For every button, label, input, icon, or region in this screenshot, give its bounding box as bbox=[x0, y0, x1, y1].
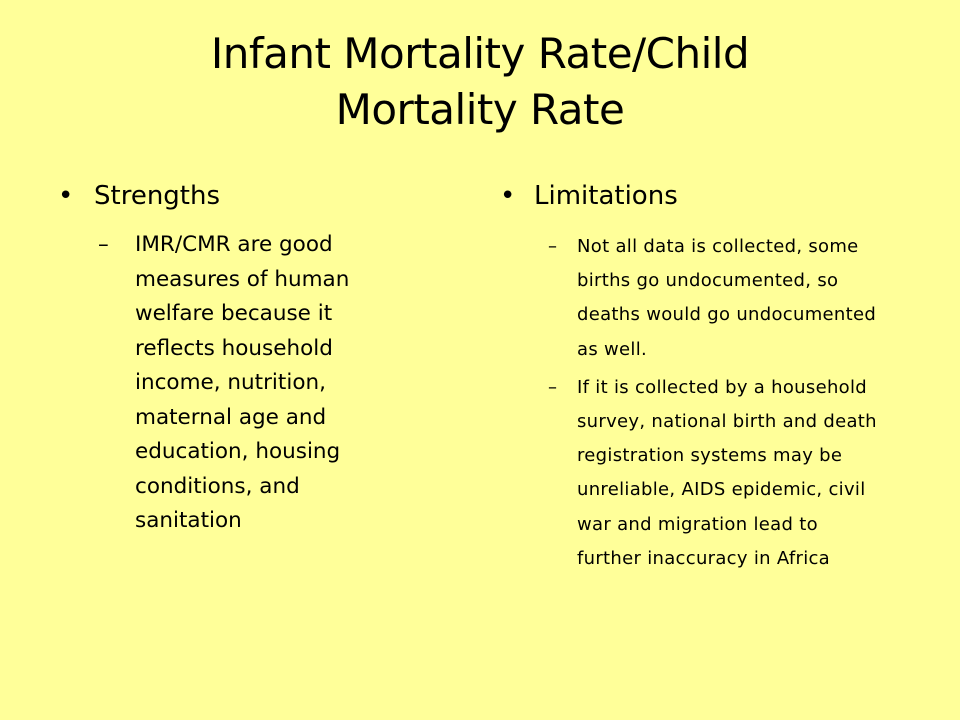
strengths-item-text: IMR/CMR are good measures of human welfa… bbox=[135, 232, 350, 533]
slide-title-line-1: Infant Mortality Rate/Child bbox=[210, 29, 750, 78]
dash-icon: – bbox=[98, 232, 109, 257]
strengths-column: • Strengths – IMR/CMR are good measures … bbox=[58, 176, 428, 539]
limitations-heading-row: • Limitations bbox=[500, 176, 920, 216]
limitations-item: – Not all data is collected, some births… bbox=[548, 230, 920, 367]
strengths-heading: Strengths bbox=[94, 181, 221, 211]
dash-icon: – bbox=[548, 236, 557, 257]
dash-icon: – bbox=[548, 376, 557, 398]
slide-title-line-2: Mortality Rate bbox=[335, 85, 625, 134]
limitations-item: – If it is collected by a household surv… bbox=[548, 371, 920, 576]
limitations-item-text: If it is collected by a household survey… bbox=[577, 376, 877, 569]
limitations-item-text: Not all data is collected, some births g… bbox=[577, 236, 877, 360]
slide-title: Infant Mortality Rate/Child Mortality Ra… bbox=[60, 26, 900, 138]
bullet-icon: • bbox=[58, 181, 74, 211]
limitations-column: • Limitations – Not all data is collecte… bbox=[500, 176, 920, 576]
strengths-item: – IMR/CMR are good measures of human wel… bbox=[98, 228, 428, 539]
strengths-heading-row: • Strengths bbox=[58, 176, 428, 216]
limitations-heading: Limitations bbox=[534, 181, 678, 211]
bullet-icon: • bbox=[500, 181, 516, 211]
